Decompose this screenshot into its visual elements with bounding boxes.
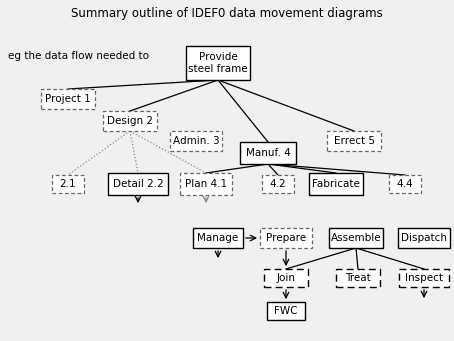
Bar	[240, 142, 296, 164]
Bar	[336, 269, 380, 287]
Bar	[180, 173, 232, 195]
Text: 4.2: 4.2	[270, 179, 286, 189]
Text: Join: Join	[276, 273, 296, 283]
Bar	[327, 131, 381, 151]
Bar	[260, 228, 312, 248]
Text: Admin. 3: Admin. 3	[173, 136, 219, 146]
Text: Plan 4.1: Plan 4.1	[185, 179, 227, 189]
Bar	[309, 173, 363, 195]
Text: Treat: Treat	[345, 273, 371, 283]
Bar	[186, 46, 250, 80]
Text: Provide
steel frame: Provide steel frame	[188, 52, 248, 74]
Text: Prepare: Prepare	[266, 233, 306, 243]
Text: Fabricate: Fabricate	[312, 179, 360, 189]
Text: Design 2: Design 2	[107, 116, 153, 126]
Bar	[398, 228, 450, 248]
Bar	[329, 228, 383, 248]
Bar	[108, 173, 168, 195]
Text: Project 1: Project 1	[45, 94, 91, 104]
Text: Dispatch: Dispatch	[401, 233, 447, 243]
Text: Errect 5: Errect 5	[334, 136, 375, 146]
Bar	[267, 302, 305, 320]
Text: Assemble: Assemble	[331, 233, 381, 243]
Bar	[170, 131, 222, 151]
Text: Manuf. 4: Manuf. 4	[246, 148, 291, 158]
Bar	[41, 89, 95, 109]
Text: 4.4: 4.4	[397, 179, 413, 189]
Bar	[262, 175, 294, 193]
Text: Manage: Manage	[197, 233, 239, 243]
Bar	[389, 175, 421, 193]
Text: Detail 2.2: Detail 2.2	[113, 179, 163, 189]
Text: 2.1: 2.1	[59, 179, 76, 189]
Text: FWC: FWC	[274, 306, 298, 316]
Bar	[264, 269, 308, 287]
Bar	[193, 228, 243, 248]
Text: Summary outline of IDEF0 data movement diagrams: Summary outline of IDEF0 data movement d…	[71, 6, 383, 19]
Bar	[103, 111, 157, 131]
Bar	[52, 175, 84, 193]
Text: Inspect: Inspect	[405, 273, 443, 283]
Text: eg the data flow needed to: eg the data flow needed to	[8, 51, 149, 61]
Bar	[399, 269, 449, 287]
